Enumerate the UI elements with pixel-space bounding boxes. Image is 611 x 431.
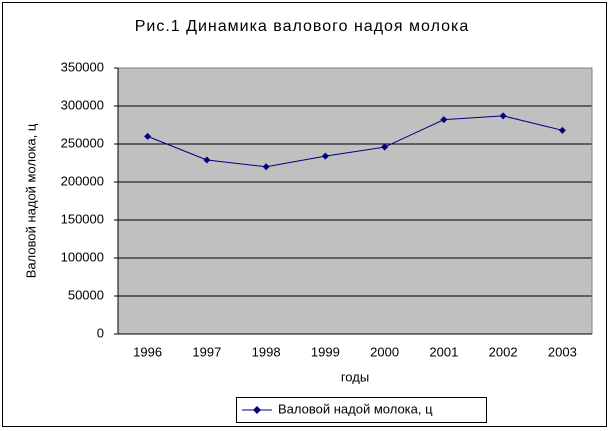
x-tick-label: 2003 — [548, 344, 577, 359]
data-point — [262, 163, 270, 171]
data-point — [381, 143, 389, 151]
x-tick-label: 2001 — [429, 344, 458, 359]
plot-area: 0 50000 100000 150000 200000 250000 300000 3500… — [61, 59, 593, 359]
legend-label: Валовой надой молока, ц — [278, 401, 433, 416]
x-tick-label: 1996 — [133, 344, 162, 359]
y-tick-label: 0 — [97, 325, 104, 340]
y-tick-label: 300000 — [61, 97, 104, 112]
plot-background — [118, 68, 592, 334]
data-point — [144, 132, 152, 140]
y-tick-label: 150000 — [61, 211, 104, 226]
legend-box — [236, 397, 487, 423]
data-point — [558, 126, 566, 134]
y-tick-label: 50000 — [68, 287, 104, 302]
legend-marker — [253, 406, 261, 414]
data-point — [499, 112, 507, 120]
x-tick-label: 2000 — [370, 344, 399, 359]
y-tick-label: 100000 — [61, 249, 104, 264]
y-tick-label: 250000 — [61, 135, 104, 150]
x-tick-label: 1997 — [192, 344, 221, 359]
x-axis-label: годы — [341, 369, 369, 384]
chart-title: Рис.1 Динамика валового надоя молока — [135, 18, 470, 35]
x-tick-label: 2002 — [489, 344, 518, 359]
x-tick-label: 1998 — [252, 344, 281, 359]
y-tick-label: 350000 — [61, 59, 104, 74]
y-axis-label: Валовой надой молока, ц — [23, 123, 38, 278]
data-point — [203, 156, 211, 164]
data-point — [440, 116, 448, 124]
legend: Валовой надой молока, ц — [236, 397, 487, 423]
x-tick-label: 1999 — [311, 344, 340, 359]
series-line — [147, 115, 563, 168]
y-tick-label: 200000 — [61, 173, 104, 188]
data-point — [321, 152, 329, 160]
